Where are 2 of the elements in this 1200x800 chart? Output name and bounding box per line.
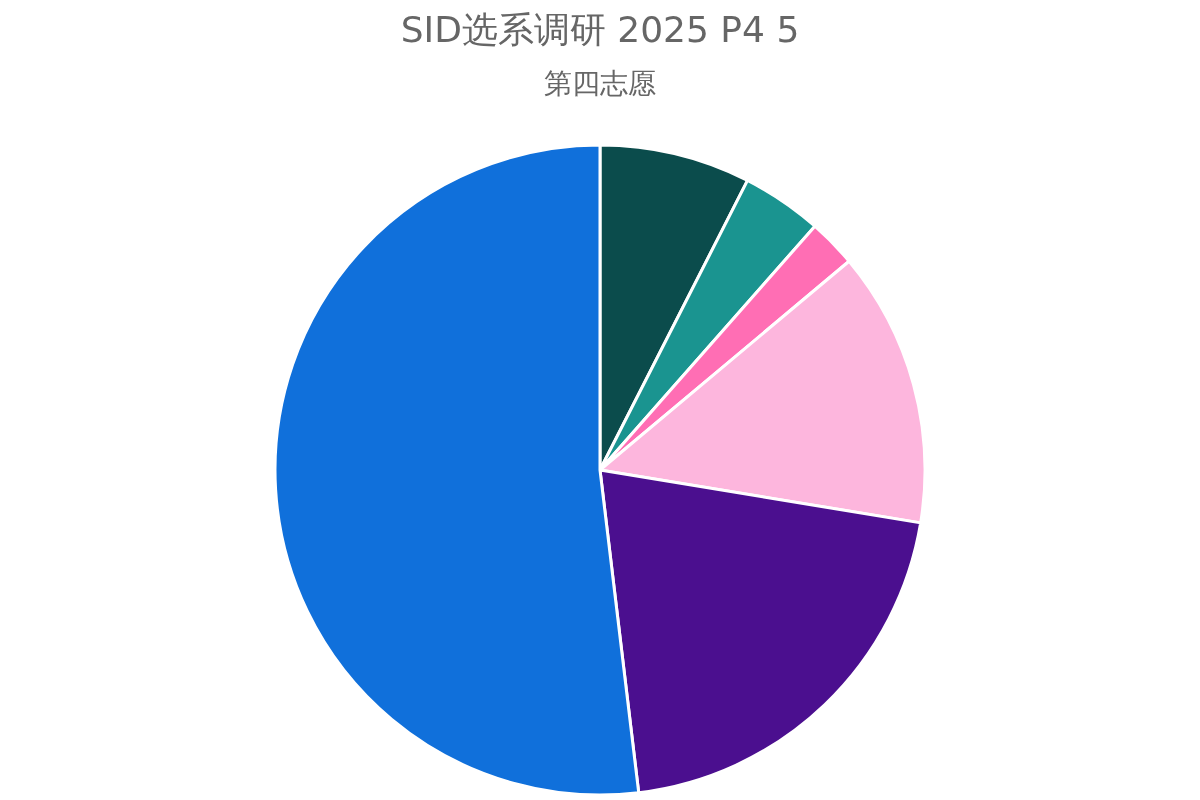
chart-subtitle: 第四志愿 — [544, 66, 656, 100]
chart-title: SID选系调研 2025 P4 5 — [400, 8, 800, 50]
